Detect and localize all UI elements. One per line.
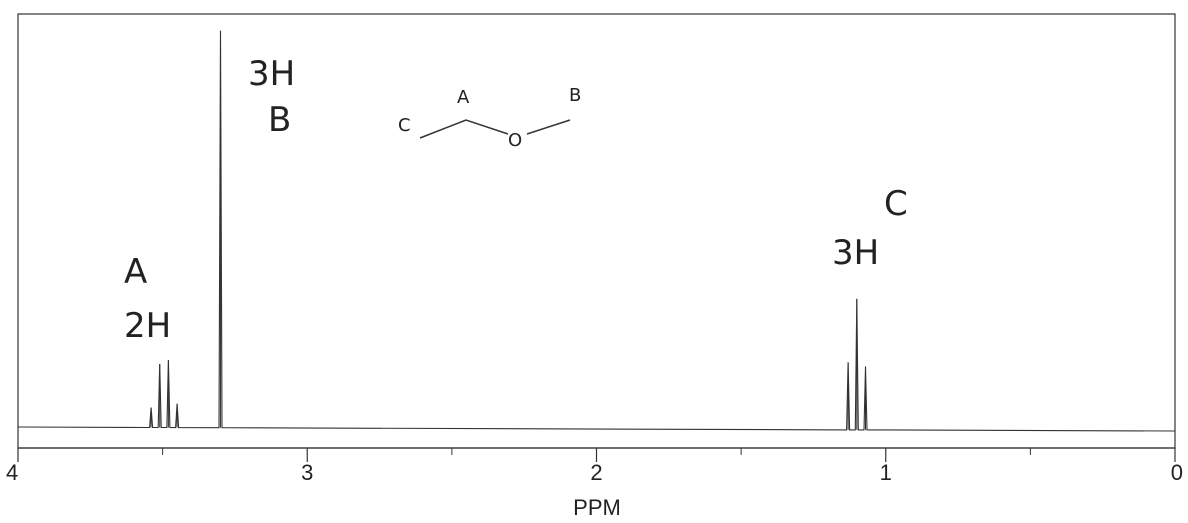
structure-label-middle: A	[457, 87, 470, 108]
x-axis-title: PPM	[573, 495, 621, 520]
x-tick-label: 1	[880, 460, 892, 485]
x-tick-label: 0	[1171, 460, 1183, 485]
peak-marks	[150, 30, 867, 430]
plot-frame	[17, 13, 1176, 449]
structure-sketch: C A O B	[398, 85, 581, 151]
structure-label-right: B	[569, 85, 581, 106]
annotation-triplet-count: 3H	[832, 233, 879, 273]
structure-bonds	[419, 119, 571, 139]
x-axis-tick-labels: 4 3 2 1 0	[6, 460, 1183, 485]
annotation-quartet-count: 2H	[124, 306, 171, 346]
annotation-singlet-count: 3H	[248, 54, 295, 94]
structure-label-left: C	[398, 115, 411, 136]
annotation-quartet-group: A	[124, 252, 147, 292]
spectrum-trace	[17, 30, 1176, 432]
structure-label-oxygen: O	[508, 130, 522, 151]
x-tick-label: 2	[590, 460, 602, 485]
annotation-singlet-group: B	[268, 100, 291, 140]
x-tick-label: 4	[6, 460, 18, 485]
x-tick-label: 3	[301, 460, 313, 485]
x-axis-ticks	[17, 448, 1176, 462]
annotation-triplet-group: C	[884, 184, 908, 224]
